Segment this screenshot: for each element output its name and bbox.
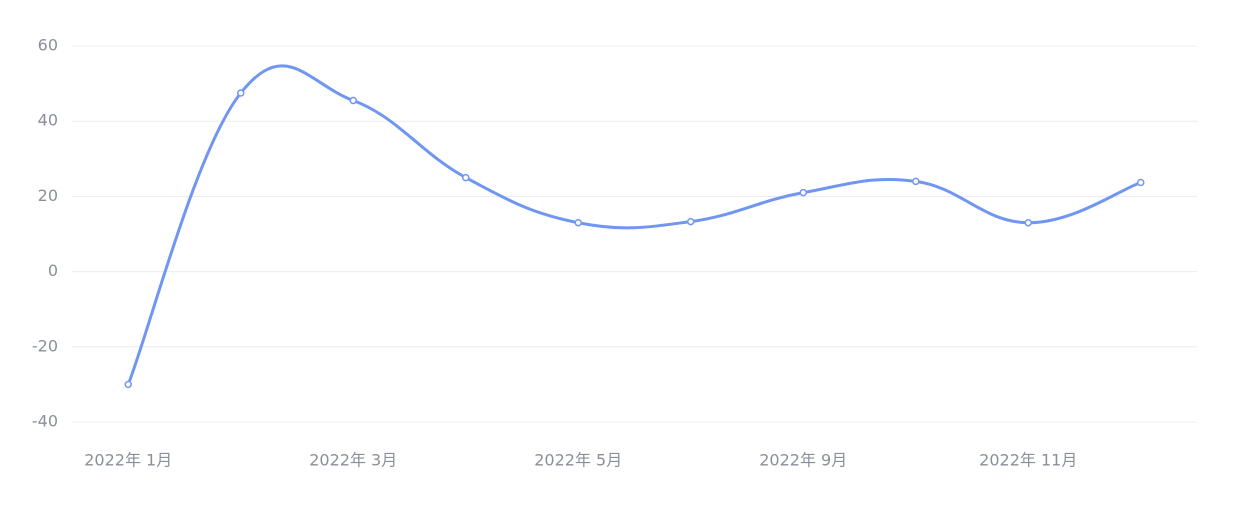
x-tick-label: 2022年 3月 <box>309 451 397 470</box>
point <box>349 96 357 105</box>
point <box>687 217 695 226</box>
y-tick-label: -20 <box>32 336 58 355</box>
y-tick-label: -40 <box>32 412 58 431</box>
line <box>126 64 1142 385</box>
point <box>1137 178 1145 187</box>
point <box>912 177 920 186</box>
y-tick-label: 40 <box>38 111 58 130</box>
point <box>124 380 132 389</box>
point <box>799 188 807 197</box>
x-tick-label: 2022年 11月 <box>979 451 1077 470</box>
x-tick-label: 2022年 1月 <box>84 451 172 470</box>
point <box>574 218 582 227</box>
x-tick-label: 2022年 9月 <box>759 451 847 470</box>
y-tick-label: 0 <box>48 261 58 280</box>
point <box>1024 218 1032 227</box>
x-tick-label: 2022年 5月 <box>534 451 622 470</box>
point <box>237 89 245 97</box>
point <box>462 173 470 182</box>
y-tick-label: 60 <box>38 36 58 55</box>
y-tick-label: 20 <box>38 186 58 205</box>
